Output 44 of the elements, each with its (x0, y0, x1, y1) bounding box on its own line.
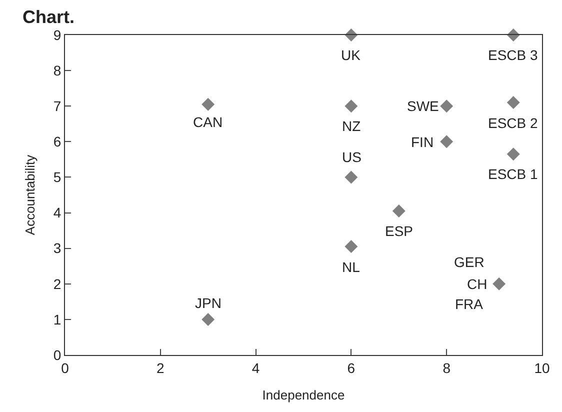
point (202, 98, 215, 111)
annotation: FIN (411, 134, 434, 150)
annotation: JPN (195, 295, 222, 311)
annotation: US (342, 149, 362, 165)
y-tick-label: 8 (53, 62, 62, 78)
annotation: CH (467, 276, 488, 292)
x-axis-title: Independence (262, 387, 345, 402)
point (440, 100, 454, 113)
point (440, 135, 454, 148)
y-tick-label: 0 (53, 346, 62, 363)
x-tick-label: 4 (252, 360, 260, 376)
y-tick-label: 6 (53, 134, 62, 150)
y-axis-title: Accountability (22, 154, 38, 236)
point (506, 96, 520, 110)
chart-title: Chart. (22, 6, 74, 27)
y-tick-label: 2 (53, 276, 62, 292)
annotation: ESP (385, 223, 414, 239)
annotation: CAN (193, 114, 223, 130)
x-tick-label: 10 (534, 360, 550, 376)
y-tick-label: 3 (53, 240, 62, 256)
annotation: FRA (455, 296, 484, 312)
x-tick-label: 8 (442, 360, 451, 376)
annotation: ESCB 2 (488, 115, 538, 131)
point (392, 204, 406, 218)
point (202, 312, 215, 326)
annotation: UK (341, 47, 362, 63)
annotation: SWE (407, 98, 439, 114)
y-tick-label: 1 (53, 311, 62, 328)
point (344, 170, 358, 184)
y-tick-label: 7 (53, 98, 62, 114)
point (506, 148, 520, 161)
annotation: NZ (342, 118, 362, 134)
x-tick-label: 6 (347, 360, 356, 376)
y-tick-label: 4 (53, 204, 62, 221)
annotation: ESCB 1 (488, 166, 538, 182)
annotation: NL (342, 259, 360, 275)
point (492, 277, 506, 290)
x-tick-label: 2 (156, 360, 164, 376)
y-tick-label: 9 (53, 26, 62, 43)
annotation: ESCB 3 (488, 47, 538, 63)
point (344, 240, 358, 254)
point (344, 100, 358, 113)
annotation: GER (454, 254, 484, 270)
y-tick-label: 5 (53, 169, 62, 186)
